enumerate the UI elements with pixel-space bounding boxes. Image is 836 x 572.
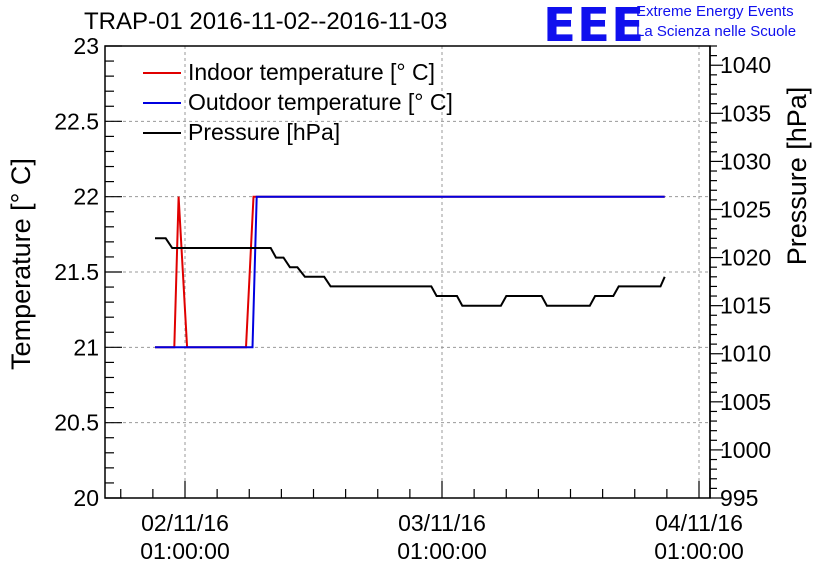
x-tick-label-date: 04/11/16 bbox=[655, 510, 743, 536]
logo-subtitle-2: La Scienza nelle Scuole bbox=[636, 23, 797, 40]
y2-tick-label: 1030 bbox=[720, 148, 771, 174]
legend-swatch-indoor bbox=[143, 72, 181, 74]
y-tick-label: 20.5 bbox=[54, 410, 99, 436]
legend-swatch-pressure bbox=[143, 132, 181, 134]
legend-label-indoor: Indoor temperature [° C] bbox=[188, 59, 435, 85]
data-series bbox=[155, 195, 666, 349]
chart-title: TRAP-01 2016-11-02--2016-11-03 bbox=[84, 8, 448, 35]
y2-tick-label: 1035 bbox=[720, 100, 771, 126]
y2-tick-label: 1015 bbox=[720, 293, 771, 319]
x-tick-label-time: 01:00:00 bbox=[654, 538, 744, 564]
x-tick-label-time: 01:00:00 bbox=[397, 538, 487, 564]
y2-tick-label: 1020 bbox=[720, 245, 771, 271]
y2-tick-label: 1005 bbox=[720, 389, 771, 415]
y-axis-title: Temperature [° C] bbox=[6, 158, 36, 370]
y-tick-label: 22 bbox=[73, 184, 99, 210]
legend-label-pressure: Pressure [hPa] bbox=[188, 119, 341, 145]
legend-swatch-outdoor bbox=[143, 102, 181, 104]
y2-tick-label: 1000 bbox=[720, 437, 771, 463]
legend-label-outdoor: Outdoor temperature [° C] bbox=[188, 89, 453, 115]
y2-tick-label: 1040 bbox=[720, 52, 771, 78]
axes: 20 20.5 21 21.5 22 22.5 23 995 1000 1005 1010 1015 1… bbox=[6, 33, 812, 564]
y2-axis-title: Pressure [hPa] bbox=[782, 87, 812, 266]
y2-tick-label: 1025 bbox=[720, 196, 771, 222]
series-line-outdoor bbox=[155, 195, 665, 349]
x-tick-label-time: 01:00:00 bbox=[140, 538, 230, 564]
y-tick-label: 21 bbox=[73, 334, 99, 360]
y-tick-label: 22.5 bbox=[54, 108, 99, 134]
series-line-pressure bbox=[155, 237, 666, 307]
y2-tick-label: 1010 bbox=[720, 341, 771, 367]
x-tick-label-date: 03/11/16 bbox=[398, 510, 486, 536]
y-tick-label: 21.5 bbox=[54, 259, 99, 285]
y2-tick-label: 995 bbox=[720, 485, 758, 511]
y-tick-label: 23 bbox=[73, 33, 99, 59]
logo-subtitle-1: Extreme Energy Events bbox=[636, 3, 794, 20]
eee-logo: EEE bbox=[543, 0, 646, 52]
x-tick-label-date: 02/11/16 bbox=[141, 510, 229, 536]
y-tick-label: 20 bbox=[73, 485, 99, 511]
